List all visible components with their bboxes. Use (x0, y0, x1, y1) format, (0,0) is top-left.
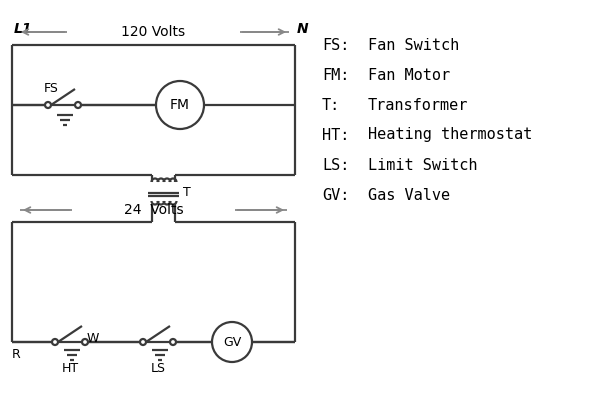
Text: LS: LS (150, 362, 166, 374)
Circle shape (170, 339, 176, 345)
Text: GV: GV (223, 336, 241, 348)
Text: Fan Switch: Fan Switch (368, 38, 459, 52)
Text: FM:: FM: (322, 68, 349, 82)
Text: W: W (87, 332, 99, 346)
Text: HT:: HT: (322, 128, 349, 142)
Text: T:: T: (322, 98, 340, 112)
Text: Transformer: Transformer (368, 98, 468, 112)
Text: N: N (297, 22, 309, 36)
Circle shape (52, 339, 58, 345)
Text: R: R (12, 348, 21, 360)
Text: 120 Volts: 120 Volts (122, 25, 186, 39)
Text: Fan Motor: Fan Motor (368, 68, 450, 82)
Circle shape (45, 102, 51, 108)
Text: 24  Volts: 24 Volts (124, 203, 183, 217)
Text: T: T (183, 186, 191, 200)
Text: Heating thermostat: Heating thermostat (368, 128, 532, 142)
Text: FS:: FS: (322, 38, 349, 52)
Circle shape (75, 102, 81, 108)
Text: HT: HT (61, 362, 78, 374)
Text: Limit Switch: Limit Switch (368, 158, 477, 172)
Circle shape (156, 81, 204, 129)
Text: FM: FM (170, 98, 190, 112)
Circle shape (82, 339, 88, 345)
Text: LS:: LS: (322, 158, 349, 172)
Text: Gas Valve: Gas Valve (368, 188, 450, 202)
Text: L1: L1 (14, 22, 32, 36)
Text: FS: FS (44, 82, 58, 96)
Text: GV:: GV: (322, 188, 349, 202)
Circle shape (140, 339, 146, 345)
Circle shape (212, 322, 252, 362)
